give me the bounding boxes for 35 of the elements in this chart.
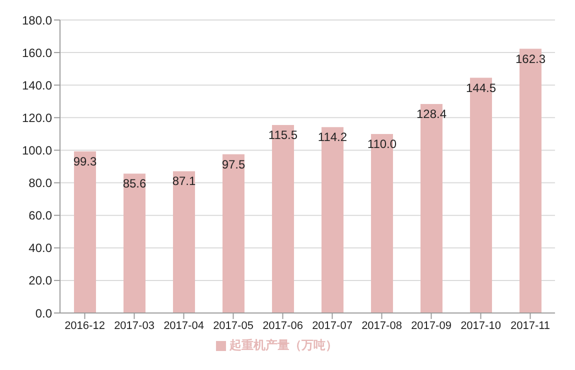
bar xyxy=(74,151,96,313)
bar xyxy=(124,174,146,313)
data-label: 128.4 xyxy=(416,106,447,121)
x-tick-label: 2017-07 xyxy=(312,320,352,332)
bar xyxy=(173,171,195,313)
legend-label: 起重机产量（万吨） xyxy=(230,338,338,352)
x-tick-label: 2017-08 xyxy=(362,320,402,332)
data-label: 99.3 xyxy=(73,154,97,168)
data-label: 162.3 xyxy=(515,52,546,66)
bar xyxy=(222,154,244,313)
y-tick-label: 80.0 xyxy=(28,176,52,190)
data-label: 87.1 xyxy=(172,174,196,188)
y-tick-label: 40.0 xyxy=(28,241,52,256)
y-tick-label: 20.0 xyxy=(28,274,52,288)
data-label: 144.5 xyxy=(466,80,496,95)
data-label: 110.0 xyxy=(367,136,397,151)
x-tick-label: 2017-05 xyxy=(213,320,254,332)
y-tick-label: 0.0 xyxy=(35,306,52,320)
data-label: 97.5 xyxy=(222,157,246,172)
y-tick-label: 140.0 xyxy=(22,78,52,92)
x-tick-label: 2017-06 xyxy=(262,320,303,332)
y-tick-label: 60.0 xyxy=(28,208,52,223)
x-tick-label: 2017-03 xyxy=(114,320,154,332)
y-tick-label: 100.0 xyxy=(22,143,52,158)
x-tick-label: 2017-09 xyxy=(411,320,452,332)
y-tick-label: 180.0 xyxy=(22,13,52,28)
x-tick-label: 2016-12 xyxy=(64,320,105,332)
y-tick-label: 120.0 xyxy=(22,110,52,125)
data-label: 85.6 xyxy=(122,176,146,191)
data-label: 115.5 xyxy=(268,128,298,142)
x-tick-label: 2017-11 xyxy=(510,320,550,332)
data-label: 114.2 xyxy=(318,130,348,144)
y-tick-label: 160.0 xyxy=(22,46,52,60)
x-tick-label: 2017-10 xyxy=(460,320,501,332)
x-tick-label: 2017-04 xyxy=(164,320,204,332)
